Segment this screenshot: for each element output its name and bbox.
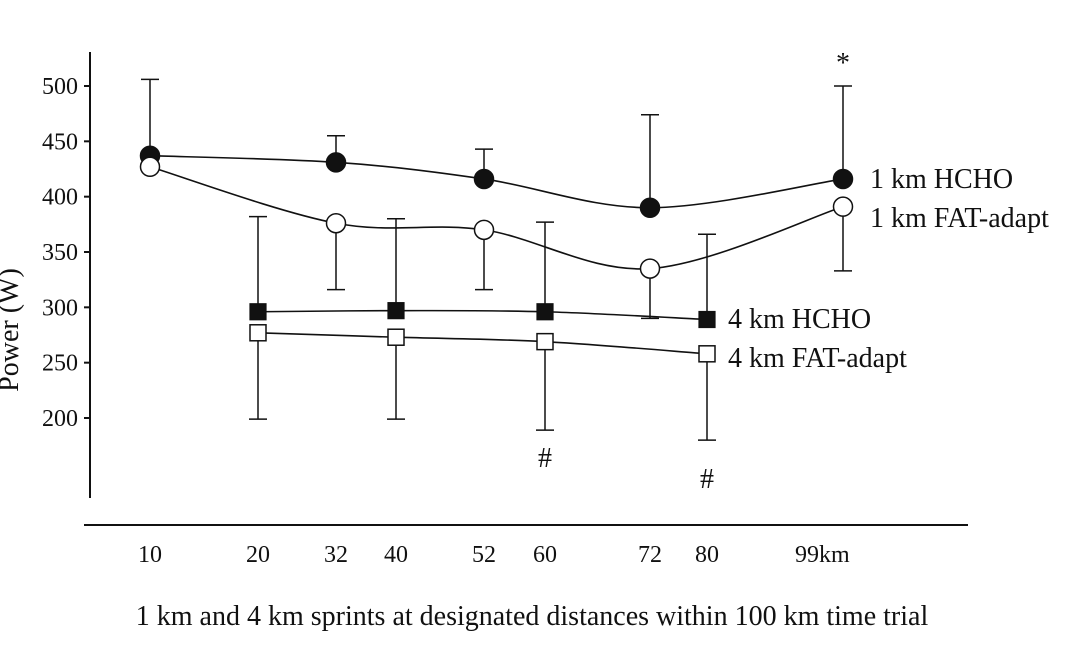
y-tick-label: 200	[42, 406, 78, 432]
x-tick-label: 80	[695, 542, 719, 568]
significance-hash: #	[700, 464, 714, 495]
series-label-1-km-fat-adapt: 1 km FAT-adapt	[870, 203, 1049, 234]
y-tick-label: 250	[42, 351, 78, 377]
1-km-hcho-point	[473, 168, 495, 190]
x-tick-label: 60	[533, 542, 557, 568]
x-ticks: 10 20 32 40 52 60 72 80 99km	[138, 542, 850, 568]
significance-hash: #	[538, 443, 552, 474]
1-km-fat-adapt-line	[149, 166, 844, 270]
4-km-fat-adapt-line	[257, 331, 708, 355]
y-ticks: 500 450 400 350 300 250 200	[42, 74, 90, 432]
x-tick-label: 20	[246, 542, 270, 568]
axes	[84, 52, 968, 526]
significance-asterisk: *	[836, 48, 850, 79]
series-label-4-km-hcho: 4 km HCHO	[728, 304, 871, 335]
4-km-fat-adapt-point	[249, 324, 267, 342]
4-km-hcho-point	[249, 303, 267, 321]
1-km-fat-adapt-point	[325, 212, 347, 234]
y-tick-label: 350	[42, 240, 78, 266]
y-tick-label: 400	[42, 185, 78, 211]
1-km-fat-adapt-point	[473, 219, 495, 241]
1-km-hcho-line	[149, 154, 844, 209]
1-km-fat-adapt-point	[639, 258, 661, 279]
x-tick-label: 10	[138, 542, 162, 568]
1-km-hcho-point	[832, 168, 854, 190]
x-tick-label: 40	[384, 542, 408, 568]
1-km-hcho-point	[325, 152, 347, 173]
x-axis-label: 1 km and 4 km sprints at designated dist…	[136, 601, 929, 632]
4-km-hcho-line	[257, 309, 708, 321]
y-tick-label: 500	[42, 74, 78, 100]
series-label-1-km-hcho: 1 km HCHO	[870, 164, 1013, 195]
x-tick-label: 32	[324, 542, 348, 568]
4-km-fat-adapt-point	[387, 328, 405, 346]
4-km-fat-adapt-point	[698, 345, 716, 363]
y-axis-label: Power (W)	[0, 268, 25, 392]
x-tick-label: 52	[472, 542, 496, 568]
y-tick-label: 300	[42, 295, 78, 321]
y-tick-label: 450	[42, 129, 78, 155]
series-markers	[139, 145, 854, 363]
annotations: * # #	[538, 48, 850, 495]
x-tick-label: 72	[638, 542, 662, 568]
4-km-hcho-point	[387, 302, 405, 320]
1-km-hcho-point	[639, 197, 661, 218]
series-labels: 1 km HCHO 1 km FAT-adapt 4 km HCHO 4 km FAT…	[728, 164, 1049, 374]
4-km-hcho-point	[536, 303, 554, 321]
x-tick-label: 99km	[795, 542, 850, 568]
4-km-hcho-point	[698, 310, 716, 329]
1-km-fat-adapt-point	[832, 196, 854, 217]
1-km-fat-adapt-point	[139, 156, 161, 178]
4-km-fat-adapt-point	[536, 332, 554, 351]
series-label-4-km-fat-adapt: 4 km FAT-adapt	[728, 343, 907, 374]
error-bars	[141, 78, 852, 441]
